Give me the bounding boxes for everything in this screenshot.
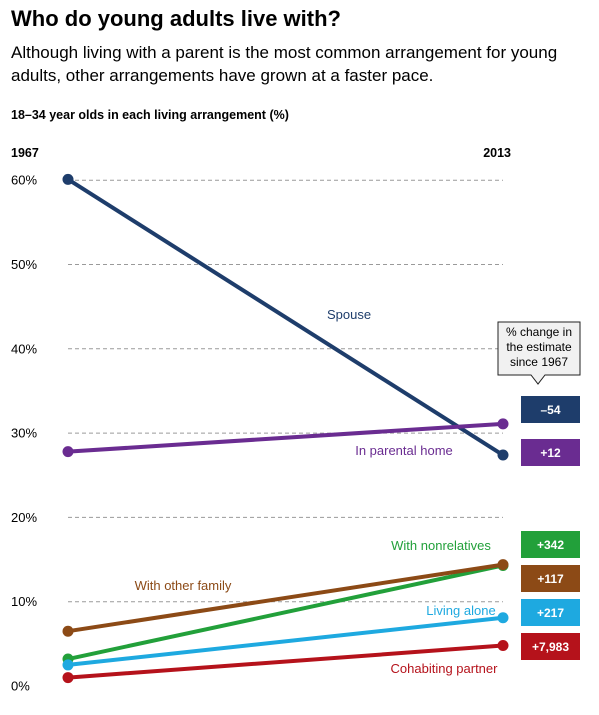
point-end-in-parental-home xyxy=(497,418,509,430)
point-start-spouse xyxy=(62,173,74,185)
x-label-start: 1967 xyxy=(11,146,39,160)
y-tick-label: 60% xyxy=(11,173,37,188)
series-line-cohabiting-partner xyxy=(66,643,505,680)
change-badge-cohabiting-partner: +7,983 xyxy=(521,633,580,660)
chart-title: Who do young adults live with? xyxy=(11,6,341,31)
series-label-living-alone: Living alone xyxy=(426,603,495,618)
y-tick-label: 0% xyxy=(11,679,30,694)
change-badge-living-alone: +217 xyxy=(521,599,580,626)
change-badge-text: –54 xyxy=(540,403,560,417)
point-start-in-parental-home xyxy=(62,446,74,458)
change-badge-bg xyxy=(521,531,580,558)
point-start-with-other-family xyxy=(62,625,74,637)
change-note: % change in the estimate since 1967 xyxy=(506,325,572,369)
point-end-cohabiting-partner xyxy=(497,640,509,652)
change-badge-spouse: –54 xyxy=(521,396,580,423)
change-badge-with-other-family: +117 xyxy=(521,565,580,592)
series-line-with-other-family xyxy=(66,562,505,634)
series-label-in-parental-home: In parental home xyxy=(355,443,453,458)
series-labels: Spouse In parental home With nonrelatives W… xyxy=(135,307,499,676)
series-label-with-other-family: With other family xyxy=(135,578,232,593)
y-tick-label: 10% xyxy=(11,594,37,609)
change-badge-bg xyxy=(521,439,580,466)
change-badge-text: +217 xyxy=(537,606,564,620)
change-badge-text: +117 xyxy=(537,572,564,586)
series-line-spouse xyxy=(66,177,505,458)
point-start-living-alone xyxy=(62,659,74,671)
change-badge-bg xyxy=(521,396,580,423)
series-label-spouse: Spouse xyxy=(327,307,371,322)
series-line-with-nonrelatives xyxy=(66,563,505,662)
change-badge-text: +342 xyxy=(537,538,564,552)
series-line-in-parental-home xyxy=(66,421,505,454)
series-line-living-alone xyxy=(66,615,505,667)
change-note-callout: % change in the estimate since 1967 xyxy=(497,321,581,385)
change-badge-with-nonrelatives: +342 xyxy=(521,531,580,558)
y-tick-label: 50% xyxy=(11,257,37,272)
series-lines xyxy=(62,173,509,684)
point-start-cohabiting-partner xyxy=(62,672,74,684)
series-label-cohabiting-partner: Cohabiting partner xyxy=(391,661,499,676)
change-badge-bg xyxy=(521,599,580,626)
y-tick-label: 40% xyxy=(11,341,37,356)
y-tick-label: 20% xyxy=(11,510,37,525)
y-tick-label: 30% xyxy=(11,426,37,441)
x-label-end: 2013 xyxy=(483,146,511,160)
chart-subtitle: Although living with a parent is the mos… xyxy=(11,43,558,85)
change-badge-text: +7,983 xyxy=(532,640,569,654)
point-end-spouse xyxy=(497,449,509,461)
y-axis-title: 18–34 year olds in each living arrangeme… xyxy=(11,108,289,122)
change-badge-bg xyxy=(521,565,580,592)
change-badge-bg xyxy=(521,633,580,660)
change-badge-in-parental-home: +12 xyxy=(521,439,580,466)
callout-box xyxy=(497,321,581,385)
change-badge-text: +12 xyxy=(540,446,561,460)
gridlines: 0% 10% 20% 30% 40% 50% 60% xyxy=(11,173,503,694)
point-end-living-alone xyxy=(497,612,509,624)
change-badges: –54 +12 +342 +117 +217 +7,983 xyxy=(521,396,580,660)
point-end-with-other-family xyxy=(497,559,509,571)
series-label-with-nonrelatives: With nonrelatives xyxy=(391,538,491,553)
